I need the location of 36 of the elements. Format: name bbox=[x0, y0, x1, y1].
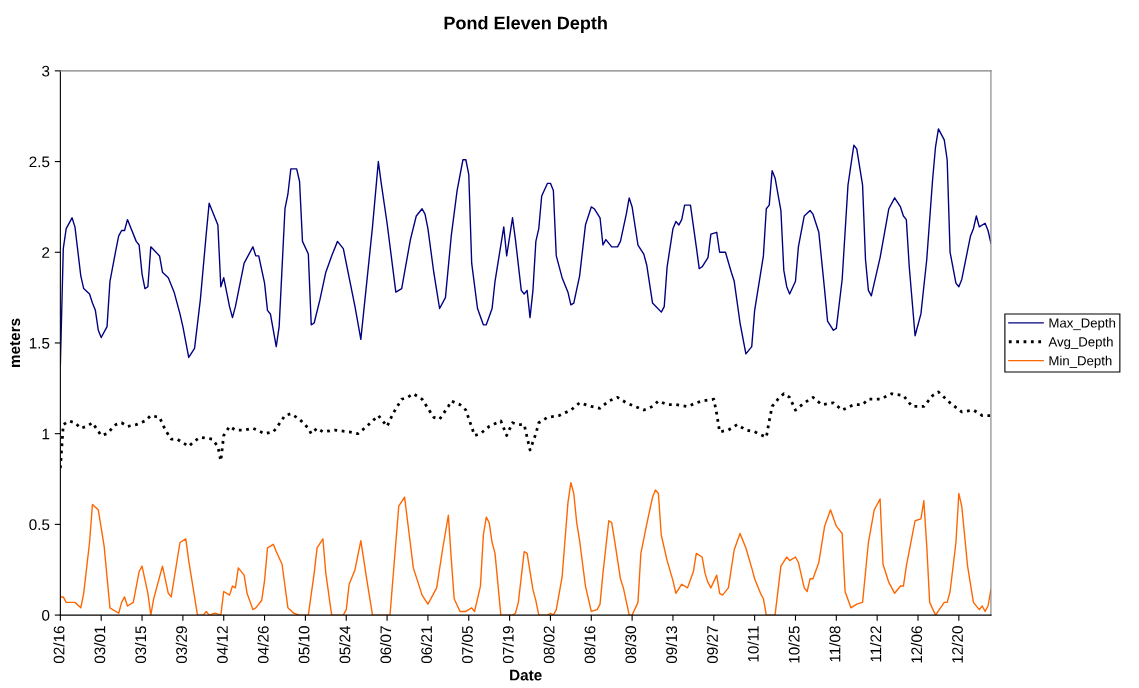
x-tick-label: 03/15 bbox=[134, 626, 147, 664]
x-tick-label: 03/01 bbox=[94, 626, 106, 664]
legend-label: Max_Depth bbox=[1049, 317, 1116, 331]
x-tick-label: 12/06 bbox=[910, 626, 923, 663]
x-tick-label: 09/27 bbox=[706, 626, 718, 664]
y-axis-title: meters bbox=[10, 318, 21, 368]
y-tick-label: 0 bbox=[42, 609, 50, 621]
x-axis-title: Date bbox=[510, 669, 542, 681]
legend-label: Avg_Depth bbox=[1048, 336, 1113, 350]
x-tick-label: 05/24 bbox=[339, 625, 351, 664]
x-tick-label: 07/19 bbox=[502, 626, 514, 664]
x-tick-label: 02/16 bbox=[53, 626, 65, 664]
x-tick-label: 08/16 bbox=[584, 626, 596, 664]
x-tick-label: 08/02 bbox=[543, 626, 555, 664]
y-tick-label: 0.5 bbox=[29, 519, 50, 531]
x-tick-label: 04/26 bbox=[257, 626, 269, 664]
y-tick-label: 2 bbox=[42, 247, 50, 258]
chart-title: Pond Eleven Depth bbox=[444, 16, 607, 33]
x-tick-label: 08/30 bbox=[625, 626, 637, 664]
y-tick-label: 1 bbox=[42, 428, 50, 440]
x-tick-label: 06/21 bbox=[420, 626, 433, 664]
x-tick-label: 06/07 bbox=[379, 626, 392, 664]
x-tick-label: 11/22 bbox=[870, 626, 882, 662]
x-tick-label: 07/05 bbox=[461, 626, 473, 664]
x-tick-label: 10/11 bbox=[747, 626, 759, 662]
x-tick-label: 05/10 bbox=[298, 626, 310, 664]
y-tick-label: 3 bbox=[42, 65, 50, 77]
x-tick-label: 11/08 bbox=[829, 626, 841, 662]
y-tick-label: 1.5 bbox=[29, 337, 50, 349]
x-tick-label: 12/20 bbox=[951, 626, 963, 663]
x-tick-label: 10/25 bbox=[788, 626, 800, 663]
x-tick-label: 04/12 bbox=[216, 626, 228, 664]
x-tick-label: 09/13 bbox=[665, 626, 678, 664]
y-tick-label: 2.5 bbox=[29, 156, 50, 168]
x-tick-label: 03/29 bbox=[175, 626, 187, 664]
legend-label: Min_Depth bbox=[1049, 355, 1112, 369]
